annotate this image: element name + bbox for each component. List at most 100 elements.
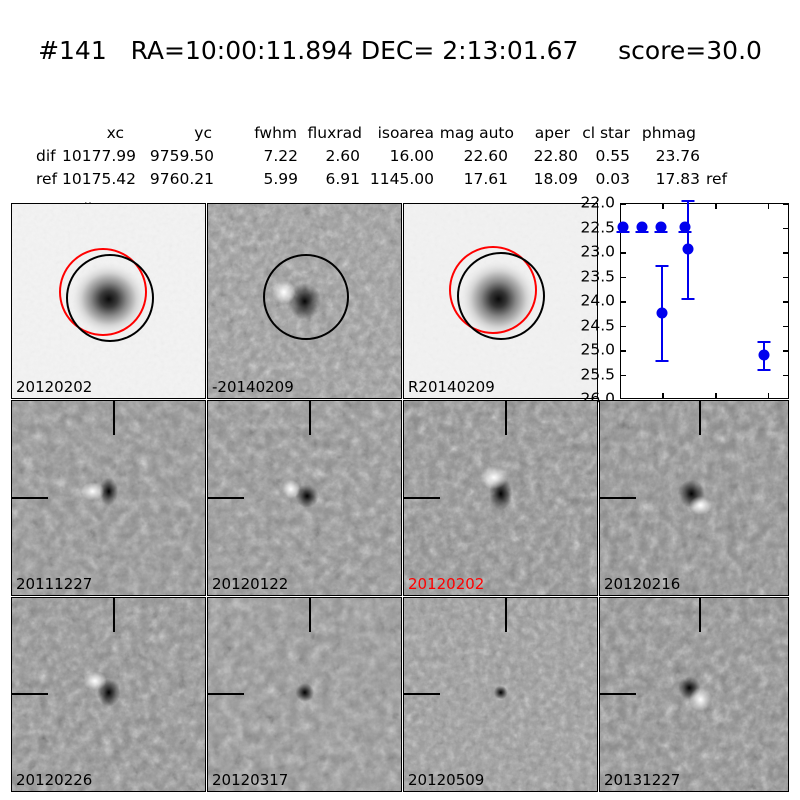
x-tick [662,203,664,209]
column-header-phmag: phmag [641,124,696,142]
error-bar-cap [654,231,668,234]
header-panel: #141 RA=10:00:11.894 DEC= 2:13:01.67 sco… [0,0,800,218]
cell-ref-fwhm: 5.99 [263,170,298,188]
cell-dif-xc: 10177.99 [62,147,136,165]
row-label-dif: dif [36,147,56,165]
stamp-panel-epoch[interactable]: 20120216 [599,400,789,596]
aperture-circle-black [66,254,154,342]
stamp-label: 20120202 [408,575,485,593]
data-point[interactable] [655,221,667,233]
crosshair-tick-vertical [505,401,507,435]
y-tick [620,203,626,205]
stamp-panel-difference[interactable]: -20140209 [207,203,402,399]
column-header-fluxrad: fluxrad [307,124,362,142]
y-tick [783,227,789,229]
error-bar-cap [681,199,695,202]
crosshair-tick-vertical [309,598,311,632]
error-bar-cap [681,297,695,300]
data-point[interactable] [636,221,648,233]
error-bar-cap [678,231,692,234]
y-tick-label: 23.0 [580,242,615,261]
light-curve-plot[interactable]: 22.0 22.5 23.0 23.5 24.0 24.5 25.0 25.5 … [580,195,789,418]
stamp-panel-epoch[interactable]: 20120122 [207,400,402,596]
crosshair-tick-vertical [113,401,115,435]
y-tick-label: 24.0 [580,291,615,310]
row-label-ref: ref [36,170,58,188]
data-point[interactable] [758,349,770,361]
crosshair-tick-horizontal [600,497,636,499]
y-tick [783,374,789,376]
column-header-isoarea: isoarea [377,124,434,142]
crosshair-tick-horizontal [404,693,440,695]
cell-dif-magauto: 22.60 [463,147,508,165]
data-point[interactable] [682,243,694,255]
stamp-panel-epoch[interactable]: 20120509 [403,597,598,792]
stamp-label: 20120509 [408,771,485,789]
data-point[interactable] [656,307,668,319]
error-bar-cap [757,341,771,344]
light-curve-frame [620,203,789,399]
stamp-panel-epoch-selected[interactable]: 20120202 [403,400,598,596]
y-tick-label: 22.0 [580,193,615,212]
cell-dif-yc: 9759.50 [149,147,214,165]
y-tick [620,301,626,303]
error-bar-cap [757,368,771,371]
x-tick [715,393,717,399]
cell-ref-yc: 9760.21 [149,170,214,188]
column-header-xc: xc [106,124,124,142]
stamp-panel-epoch[interactable]: 20111227 [11,400,206,596]
y-tick [783,301,789,303]
crosshair-tick-vertical [113,598,115,632]
stamp-panel-epoch[interactable]: 20120226 [11,597,206,792]
crosshair-tick-horizontal [404,497,440,499]
error-bar-cap [635,231,649,234]
crosshair-tick-vertical [699,598,701,632]
stamp-label: 20120202 [16,378,93,396]
y-tick [620,374,626,376]
stamp-label: -20140209 [212,378,294,396]
y-tick [783,203,789,205]
stamp-label: 20120226 [16,771,93,789]
stamp-label: R20140209 [408,378,495,396]
column-header-clstar: cl star [582,124,630,142]
cell-ref-xc: 10175.42 [62,170,136,188]
x-tick [662,393,664,399]
cell-dif-phmag: 23.76 [655,147,700,165]
error-bar-cap [616,231,630,234]
crosshair-tick-horizontal [12,497,48,499]
cell-dif-aper: 22.80 [533,147,578,165]
difference-image [600,598,788,791]
cell-ref-aper: 18.09 [533,170,578,188]
data-point[interactable] [617,221,629,233]
page-title: #141 RA=10:00:11.894 DEC= 2:13:01.67 sco… [38,36,762,65]
error-bar-cap [655,265,669,268]
crosshair-tick-vertical [699,401,701,435]
cell-ref-isoarea: 1145.00 [369,170,434,188]
stamp-label: 20120122 [212,575,289,593]
stamp-label: 20120216 [604,575,681,593]
x-tick [715,203,717,209]
column-header-aper: aper [534,124,570,142]
stamp-label: 20131227 [604,771,681,789]
y-tick-label: 25.5 [580,364,615,383]
y-tick [783,325,789,327]
cell-ref-tag: ref [706,170,728,188]
stamp-grid: 20120202 -20140209 [11,195,789,792]
y-tick [620,325,626,327]
y-tick-label: 23.5 [580,266,615,285]
crosshair-tick-horizontal [208,693,244,695]
aperture-circle-black [457,252,545,340]
stamp-label: 20111227 [16,575,93,593]
y-tick [783,252,789,254]
data-point[interactable] [679,221,691,233]
stamp-panel-reference[interactable]: R20140209 [403,203,598,399]
cell-ref-magauto: 17.61 [463,170,508,188]
difference-image [404,598,597,791]
table-row: dif 10177.99 9759.50 7.22 2.60 16.00 22.… [0,111,800,203]
cell-dif-isoarea: 16.00 [389,147,434,165]
column-header-fwhm: fwhm [254,124,297,142]
stamp-panel-science[interactable]: 20120202 [11,203,206,399]
stamp-panel-epoch[interactable]: 20120317 [207,597,402,792]
stamp-panel-epoch[interactable]: 20131227 [599,597,789,792]
crosshair-tick-vertical [505,598,507,632]
